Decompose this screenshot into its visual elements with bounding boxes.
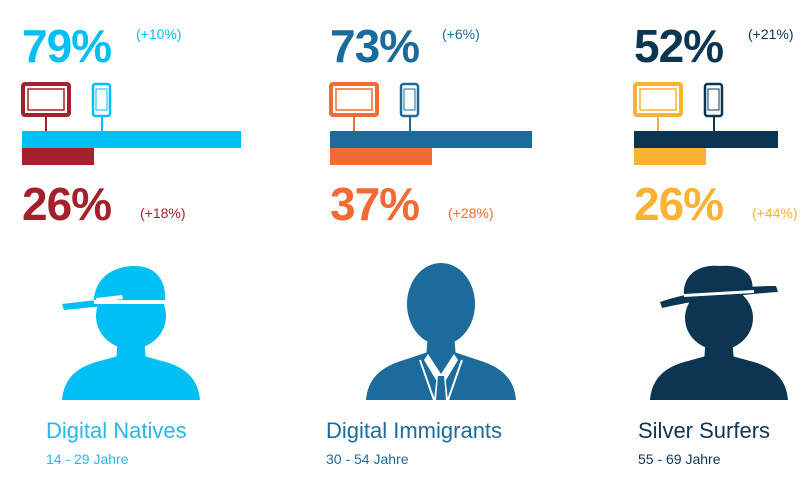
group-age: 55 - 69 Jahre xyxy=(638,451,721,467)
group-silver-surfers: 52% (+21%) 26% (+44%) Silver Surfers 55 … xyxy=(633,0,810,491)
hat-band xyxy=(684,290,754,297)
smartphone-icon-screen xyxy=(707,88,720,111)
smartphone-percent: 52% xyxy=(634,20,724,72)
tablet-delta: (+44%) xyxy=(752,205,798,221)
smartphone-bar xyxy=(330,131,533,148)
tablet-bar xyxy=(22,148,95,165)
lapel-right xyxy=(447,359,463,401)
smartphone-icon-screen xyxy=(403,88,416,111)
cap-person-icon xyxy=(62,266,200,400)
tablet-bar xyxy=(634,148,707,165)
tablet-percent: 26% xyxy=(634,178,724,230)
group-age: 30 - 54 Jahre xyxy=(326,451,409,467)
smartphone-delta: (+21%) xyxy=(748,26,794,42)
lapel-left xyxy=(419,359,435,401)
smartphone-icon-screen xyxy=(95,88,108,111)
necktie-fill xyxy=(436,376,446,400)
smartphone-percent: 79% xyxy=(22,20,112,72)
group-age: 14 - 29 Jahre xyxy=(46,451,129,467)
smartphone-delta: (+10%) xyxy=(136,26,182,42)
smartphone-percent: 73% xyxy=(330,20,420,72)
device-icons xyxy=(21,82,112,150)
cap-brim-gap xyxy=(96,295,123,302)
suit-person-icon xyxy=(366,263,516,401)
tablet-percent: 37% xyxy=(330,178,420,230)
tablet-icon-screen xyxy=(335,88,373,111)
tablet-delta: (+18%) xyxy=(140,205,186,221)
person-shoulders xyxy=(650,356,788,400)
group-digital-immigrants: 73% (+6%) 37% (+28%) Digital Immigrants … xyxy=(326,0,590,491)
tablet-percent: 26% xyxy=(22,178,112,230)
person-head xyxy=(407,263,475,345)
cap-crown xyxy=(93,266,166,306)
hat-person-icon xyxy=(650,265,788,400)
person-shoulders xyxy=(62,356,200,400)
tablet-icon-screen xyxy=(27,88,65,111)
group-name: Digital Immigrants xyxy=(326,418,503,443)
group-name: Silver Surfers xyxy=(638,418,771,443)
person-head xyxy=(685,286,753,350)
shirt-collar xyxy=(424,354,458,380)
tablet-delta: (+28%) xyxy=(448,205,494,221)
smartphone-bar xyxy=(634,131,779,148)
cap-band xyxy=(94,300,166,304)
group-digital-natives: 79% (+10%) 26% (+18%) Digital Natives 14… xyxy=(21,0,282,491)
tablet-icon-screen xyxy=(639,88,677,111)
group-name: Digital Natives xyxy=(46,418,187,443)
smartphone-delta: (+6%) xyxy=(442,26,480,42)
smartphone-bar xyxy=(22,131,241,148)
tablet-bar xyxy=(330,148,433,165)
